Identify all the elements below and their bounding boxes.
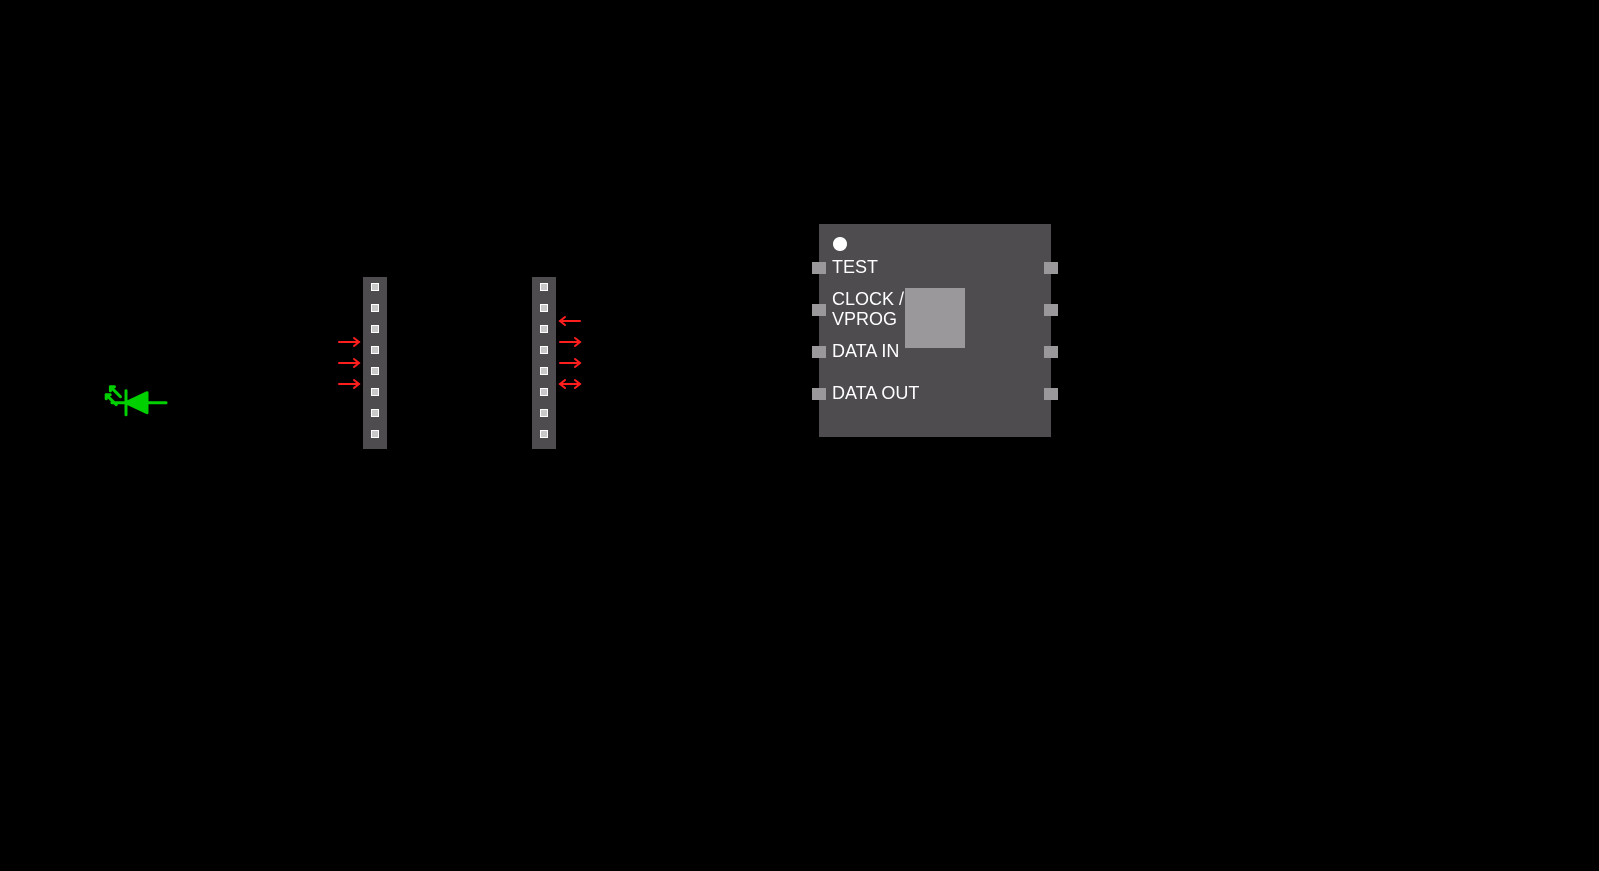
header2-arrow-2: [558, 356, 582, 374]
ic-label-left-0: TEST: [832, 258, 878, 278]
led-symbol: [98, 384, 168, 418]
header2-pin-2: [540, 304, 548, 312]
header1-pin-2: [371, 304, 379, 312]
header2-pin-7: [540, 409, 548, 417]
ic-pad-left-1: [812, 304, 826, 316]
ic-chip-pin1-dot: [833, 237, 847, 251]
header1-pin-7: [371, 409, 379, 417]
header1-pin-6: [371, 388, 379, 396]
ic-pad-right-2: [1044, 346, 1058, 358]
ic-pad-left-0: [812, 262, 826, 274]
ic-chip-die: [905, 288, 965, 348]
ic-label-left-3: DATA OUT: [832, 384, 919, 404]
header1-arrow-0: [337, 335, 361, 353]
pin-header-1: [363, 277, 387, 449]
ic-pad-right-3: [1044, 388, 1058, 400]
ic-label-left-2: DATA IN: [832, 342, 899, 362]
ic-label-left-1: CLOCK / VPROG: [832, 290, 904, 330]
header1-pin-1: [371, 283, 379, 291]
pin-header-2: [532, 277, 556, 449]
header1-pin-3: [371, 325, 379, 333]
header2-arrow-3: [558, 377, 582, 395]
header2-arrow-0: [558, 314, 582, 332]
header2-pin-6: [540, 388, 548, 396]
ic-pad-right-1: [1044, 304, 1058, 316]
header2-pin-1: [540, 283, 548, 291]
header2-pin-4: [540, 346, 548, 354]
ic-pad-left-3: [812, 388, 826, 400]
header2-pin-3: [540, 325, 548, 333]
header1-pin-8: [371, 430, 379, 438]
header2-pin-5: [540, 367, 548, 375]
schematic-canvas: { "background_color": "#000000", "ic_chi…: [0, 0, 1599, 871]
header1-arrow-1: [337, 356, 361, 374]
header1-pin-4: [371, 346, 379, 354]
header2-arrow-1: [558, 335, 582, 353]
header1-arrow-2: [337, 377, 361, 395]
ic-pad-left-2: [812, 346, 826, 358]
header2-pin-8: [540, 430, 548, 438]
header1-pin-5: [371, 367, 379, 375]
ic-pad-right-0: [1044, 262, 1058, 274]
